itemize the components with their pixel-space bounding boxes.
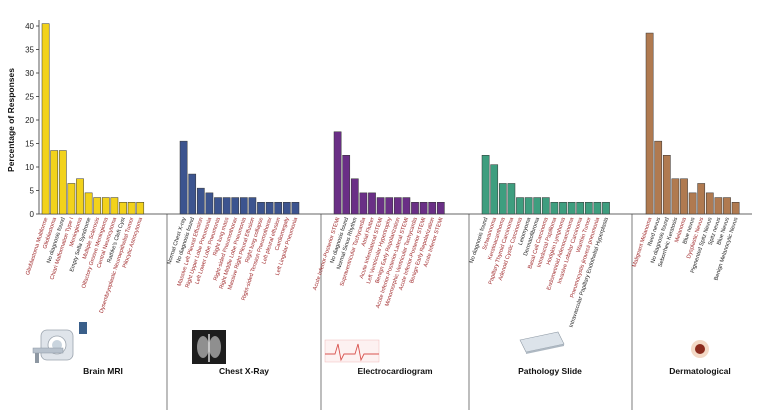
bar xyxy=(93,197,102,215)
y-tick-label: 15 xyxy=(25,140,34,149)
bar xyxy=(436,202,445,215)
bar xyxy=(41,23,50,215)
bar xyxy=(136,202,145,215)
y-axis-title: Percentage of Responses xyxy=(6,68,16,172)
skin-lesion-icon xyxy=(691,340,709,358)
bar xyxy=(385,197,394,215)
bar xyxy=(654,140,663,215)
bar xyxy=(231,197,240,215)
bar xyxy=(524,197,533,215)
bar xyxy=(723,197,731,215)
bar xyxy=(490,164,499,215)
bar xyxy=(67,183,76,215)
bar xyxy=(58,150,67,215)
y-tick-label: 10 xyxy=(25,163,34,172)
bar xyxy=(205,192,214,215)
y-tick-label: 40 xyxy=(25,22,34,31)
bar xyxy=(274,202,283,215)
y-tick-label: 5 xyxy=(30,187,35,196)
mri-scanner-icon xyxy=(32,322,87,363)
bar xyxy=(239,197,248,215)
group-info-layer: Brain MRI Chest X-Ray Electrocardiogram Pat… xyxy=(32,322,731,376)
bar xyxy=(731,202,740,215)
bar xyxy=(265,202,274,215)
y-tick-label: 25 xyxy=(25,93,34,102)
bar xyxy=(516,197,524,215)
bar xyxy=(419,202,428,215)
bar xyxy=(411,202,419,215)
bar xyxy=(214,197,222,215)
y-tick-label: 0 xyxy=(30,210,35,219)
bar xyxy=(50,150,59,215)
bar xyxy=(393,197,402,215)
group-name: Dermatological xyxy=(669,366,730,376)
group-name: Pathology Slide xyxy=(518,366,582,376)
bar xyxy=(705,192,714,215)
bar xyxy=(291,202,300,215)
bar xyxy=(248,197,257,215)
bar xyxy=(714,197,723,215)
bar xyxy=(359,192,368,215)
axes-layer: 0 5 10 15 20 25 30 35 40 Percentage of Responses xyxy=(6,20,752,410)
bar xyxy=(76,178,84,215)
bar xyxy=(402,197,411,215)
bar xyxy=(533,197,542,215)
bar xyxy=(282,202,291,215)
bar xyxy=(567,202,576,215)
bar xyxy=(541,197,550,215)
bar xyxy=(101,197,110,215)
bar xyxy=(368,192,376,215)
bar xyxy=(110,197,119,215)
group-name: Brain MRI xyxy=(83,366,123,376)
bar xyxy=(222,197,231,215)
bar xyxy=(188,173,197,215)
bar xyxy=(671,178,680,215)
group-name: Electrocardiogram xyxy=(357,366,433,376)
bar xyxy=(559,202,567,215)
bar xyxy=(680,178,688,215)
bar xyxy=(119,202,127,215)
group-name: Chest X-Ray xyxy=(219,366,269,376)
y-tick-label: 30 xyxy=(25,69,34,78)
bar xyxy=(584,202,593,215)
bar xyxy=(576,202,585,215)
y-tick-label: 35 xyxy=(25,46,34,55)
bar xyxy=(127,202,136,215)
bar xyxy=(481,155,490,215)
chest-xray-icon xyxy=(192,330,226,364)
bar xyxy=(688,192,697,215)
bar xyxy=(179,140,188,215)
bar xyxy=(196,187,205,215)
bar xyxy=(350,178,359,215)
bar xyxy=(376,197,385,215)
bar xyxy=(507,183,516,215)
bar xyxy=(84,192,93,215)
bar xyxy=(662,155,671,215)
bar xyxy=(498,183,507,215)
bar xyxy=(645,32,654,215)
bar xyxy=(428,202,437,215)
ecg-trace-icon xyxy=(324,339,380,363)
y-tick-label: 20 xyxy=(25,116,34,125)
bars-layer xyxy=(41,23,740,215)
bar xyxy=(602,202,610,215)
glass-slide-icon xyxy=(519,331,565,354)
bar xyxy=(550,202,559,215)
bar xyxy=(697,183,706,215)
bar xyxy=(593,202,602,215)
bar xyxy=(333,131,342,215)
bar xyxy=(257,202,265,215)
bar xyxy=(342,155,351,215)
